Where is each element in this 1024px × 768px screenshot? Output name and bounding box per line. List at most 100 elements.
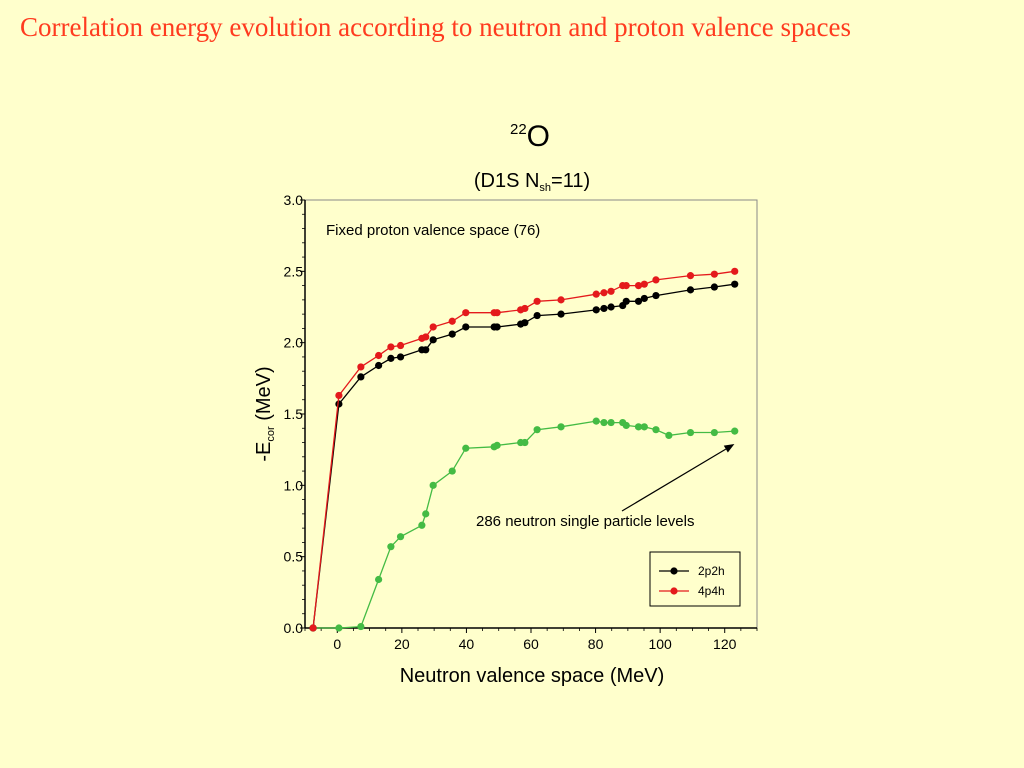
y-tick-label: 2.5 — [284, 263, 304, 279]
legend: 2p2h 4p4h — [649, 551, 741, 607]
y-tick-label: 3.0 — [284, 192, 304, 208]
data-point-2p2h — [493, 323, 501, 331]
data-point-2p2h — [607, 303, 615, 311]
y-tick-label: 0.5 — [284, 549, 304, 565]
x-ticks: 0 20 40 60 80 100 120 — [304, 628, 758, 652]
annotation-arrow — [621, 448, 727, 512]
data-point-series-3 — [521, 438, 529, 447]
data-point-4p4h — [429, 323, 437, 331]
data-point-series-3 — [652, 426, 660, 434]
data-point-4p4h — [622, 282, 630, 290]
data-point-series-3 — [387, 543, 395, 551]
data-point-4p4h — [686, 272, 695, 280]
data-point-4p4h — [607, 287, 615, 295]
annotation-neutron-levels: 286 neutron single particle levels — [476, 513, 694, 530]
legend-label-2p2h: 2p2h — [698, 564, 725, 578]
data-point-2p2h — [462, 323, 470, 331]
y-axis-title: -Ecor (MeV) — [253, 366, 277, 461]
data-point-series-3 — [710, 428, 718, 437]
data-point-2p2h — [710, 283, 718, 291]
data-point-2p2h — [686, 286, 695, 294]
data-point-2p2h — [557, 310, 565, 318]
data-point-series-3 — [607, 418, 615, 427]
series-layer — [309, 267, 739, 632]
data-point-2p2h — [387, 354, 395, 362]
chart-subtitle-pre: (D1S N — [474, 170, 540, 192]
y-axis-title-pre: -E — [253, 442, 275, 462]
data-point-series-3 — [557, 423, 565, 431]
x-tick-label: 60 — [523, 636, 539, 652]
data-point-2p2h — [600, 304, 608, 313]
data-point-2p2h — [396, 353, 405, 361]
data-point-4p4h — [396, 341, 405, 350]
data-point-4p4h — [652, 276, 660, 284]
data-point-2p2h — [731, 280, 739, 288]
data-point-series-3 — [622, 421, 630, 430]
data-point-4p4h — [493, 309, 501, 317]
data-point-4p4h — [309, 624, 317, 632]
legend-items: 2p2h 4p4h — [659, 564, 725, 598]
x-tick-label: 100 — [648, 636, 672, 652]
x-tick-label: 120 — [713, 636, 737, 652]
x-tick-label: 40 — [459, 636, 475, 652]
data-point-4p4h — [533, 297, 541, 305]
data-point-series-3 — [493, 441, 501, 449]
chart-subtitle-post: =11) — [551, 170, 590, 192]
y-tick-label: 1.0 — [284, 477, 304, 493]
data-point-4p4h — [592, 290, 600, 298]
y-tick-label: 0.0 — [284, 620, 304, 636]
data-point-2p2h — [521, 319, 529, 327]
data-point-2p2h — [622, 297, 630, 305]
data-point-series-3 — [357, 622, 365, 631]
data-point-4p4h — [335, 391, 343, 400]
data-point-series-3 — [429, 481, 437, 489]
data-point-4p4h — [557, 296, 565, 304]
data-point-2p2h — [375, 361, 383, 370]
y-axis-title-sub: cor — [265, 426, 277, 442]
data-point-series-3 — [462, 444, 470, 452]
data-point-2p2h — [422, 346, 430, 354]
chart-title: 22O — [510, 120, 550, 153]
chart-subtitle-sub: sh — [539, 182, 551, 194]
data-point-series-3 — [686, 428, 695, 437]
data-point-2p2h — [592, 306, 600, 314]
x-tick-label: 80 — [588, 636, 604, 652]
data-point-4p4h — [640, 280, 648, 288]
data-point-2p2h — [652, 291, 660, 300]
y-tick-label: 2.0 — [284, 335, 304, 351]
x-tick-label: 0 — [333, 636, 341, 652]
data-point-4p4h — [357, 363, 365, 371]
data-point-series-3 — [533, 426, 541, 434]
data-point-4p4h — [448, 317, 456, 325]
data-point-4p4h — [422, 333, 430, 341]
y-ticks: 0.0 0.5 1.0 1.5 2.0 2.5 3.0 — [284, 192, 305, 636]
chart-subtitle: (D1S Nsh=11) — [474, 170, 590, 194]
data-point-2p2h — [357, 373, 365, 381]
data-point-4p4h — [731, 267, 739, 275]
data-point-4p4h — [375, 351, 383, 360]
y-axis-title-post: (MeV) — [253, 366, 275, 426]
data-point-series-3 — [448, 467, 456, 475]
x-axis-title: Neutron valence space (MeV) — [400, 665, 665, 687]
data-point-series-3 — [375, 575, 383, 584]
data-point-series-3 — [665, 431, 673, 439]
x-tick-label: 20 — [394, 636, 410, 652]
data-point-series-3 — [396, 533, 405, 541]
data-point-2p2h — [429, 336, 437, 344]
legend-marker-2p2h — [670, 567, 678, 575]
data-point-2p2h — [533, 311, 541, 320]
legend-box — [649, 551, 741, 607]
data-point-4p4h — [710, 270, 718, 278]
y-tick-label: 1.5 — [284, 406, 304, 422]
data-point-series-3 — [418, 521, 426, 529]
chart-title-element: O — [527, 120, 550, 153]
data-point-2p2h — [448, 330, 456, 338]
data-point-series-3 — [731, 427, 739, 435]
data-point-4p4h — [462, 309, 470, 317]
slide-title: Correlation energy evolution according t… — [20, 12, 851, 42]
annotation-arrowhead — [723, 443, 735, 453]
data-point-4p4h — [600, 289, 608, 297]
data-point-4p4h — [387, 343, 395, 351]
data-point-series-3 — [592, 417, 600, 425]
